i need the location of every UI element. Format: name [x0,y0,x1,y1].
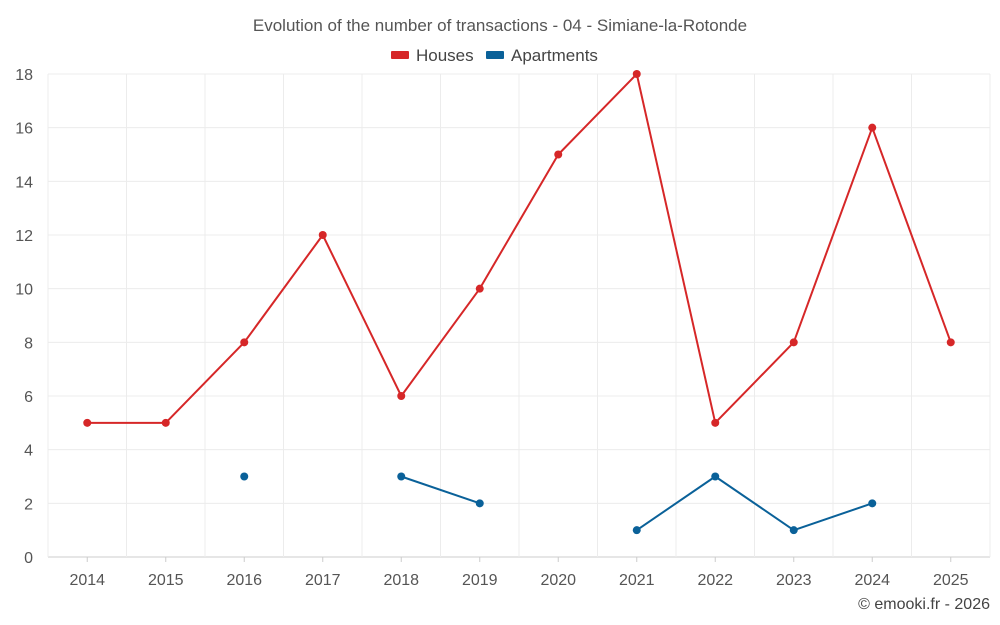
data-point-houses[interactable] [632,70,641,78]
data-point-houses[interactable] [946,338,955,347]
data-point-apartments[interactable] [475,499,484,508]
x-tick-label: 2017 [305,572,341,589]
x-axis: 2014 2015 2016 2017 2018 2019 2020 2021 2022 2023… [69,557,969,589]
x-tick-label: 2020 [540,572,576,589]
series-houses [83,70,955,427]
data-point-houses[interactable] [868,123,877,132]
y-tick-label: 6 [24,389,33,406]
data-point-apartments[interactable] [397,472,406,481]
series-line-houses [87,73,952,424]
y-tick-label: 8 [24,335,33,352]
legend-swatch-houses [391,51,409,59]
x-tick-label: 2025 [933,572,969,589]
series-line-apartments [636,475,873,532]
data-point-houses[interactable] [711,418,720,427]
y-tick-label: 10 [15,282,33,299]
data-point-apartments[interactable] [632,526,641,535]
x-tick-label: 2016 [226,572,262,589]
x-tick-label: 2018 [383,572,419,589]
data-point-houses[interactable] [397,392,406,400]
y-tick-label: 16 [15,121,33,138]
data-point-apartments[interactable] [711,472,720,481]
data-point-houses[interactable] [789,338,798,347]
y-tick-label: 4 [24,443,33,460]
chart-title: Evolution of the number of transactions … [253,16,747,35]
data-point-houses[interactable] [554,150,563,159]
legend: Houses Apartments [391,46,598,65]
legend-label-houses[interactable]: Houses [416,46,474,65]
series-line-apartments [400,475,481,505]
y-axis: 0 2 4 6 8 10 12 14 16 18 [15,67,33,567]
y-tick-label: 14 [15,174,33,191]
data-point-houses[interactable] [475,284,484,293]
data-point-apartments[interactable] [789,526,798,535]
y-tick-label: 0 [24,550,33,567]
x-tick-label: 2024 [854,572,890,589]
legend-swatch-apartments [486,51,504,59]
y-tick-label: 12 [15,228,33,245]
x-tick-label: 2022 [697,572,733,589]
x-tick-label: 2014 [69,572,105,589]
data-point-houses[interactable] [240,338,249,347]
x-tick-label: 2021 [619,572,655,589]
x-tick-label: 2019 [462,572,498,589]
credit-text: © emooki.fr - 2026 [858,596,990,613]
series-apartments [240,472,877,535]
y-tick-label: 2 [24,496,33,513]
series [83,70,955,535]
grid [47,73,991,558]
x-tick-label: 2023 [776,572,812,589]
data-point-apartments[interactable] [868,499,877,508]
data-point-houses[interactable] [161,418,170,427]
data-point-apartments[interactable] [240,472,249,481]
y-tick-label: 18 [15,67,33,84]
data-point-houses[interactable] [83,418,92,427]
x-tick-label: 2015 [148,572,184,589]
data-point-houses[interactable] [318,231,327,239]
legend-label-apartments[interactable]: Apartments [511,46,598,65]
